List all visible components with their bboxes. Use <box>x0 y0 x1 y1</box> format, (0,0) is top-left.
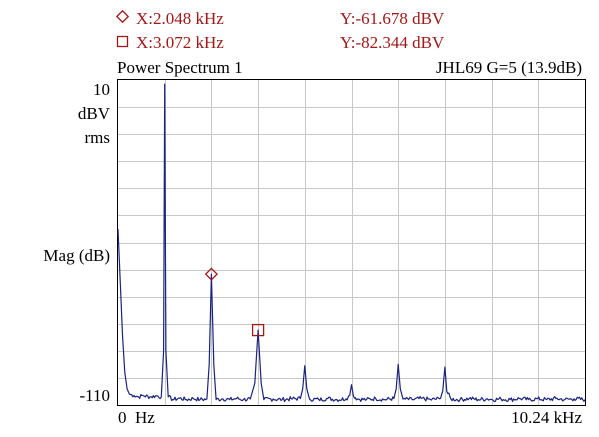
plot-area <box>117 79 586 406</box>
cursor1-symbol-icon <box>115 9 130 24</box>
y-max-label: 10 <box>93 80 110 99</box>
y-unit-label-dbv: dBV <box>78 104 111 123</box>
cursor2-x-readout: X:3.072 kHz <box>136 33 224 52</box>
cursor-markers <box>204 267 265 337</box>
y-axis-label: Mag (dB) <box>43 246 110 265</box>
chart-title: Power Spectrum 1 <box>117 58 243 77</box>
x-start-label: 0 Hz <box>118 408 155 427</box>
y-min-label: -110 <box>79 386 110 405</box>
spectrum-trace <box>117 83 586 403</box>
cursor1-marker-diamond-icon[interactable] <box>204 267 218 281</box>
plot-frame <box>117 79 586 406</box>
chart-subtitle: JHL69 G=5 (13.9dB) <box>436 58 582 77</box>
cursor1-y-readout: Y:-61.678 dBV <box>340 9 445 28</box>
y-unit-label-rms: rms <box>85 128 111 147</box>
cursor2-y-readout: Y:-82.344 dBV <box>340 33 445 52</box>
cursor-readout: X:2.048 kHz Y:-61.678 dBV X:3.072 kHz Y:… <box>115 9 445 52</box>
cursor2-symbol-icon <box>116 35 129 48</box>
cursor2-marker-square-icon[interactable] <box>251 323 265 337</box>
grid <box>118 80 585 405</box>
x-end-label: 10.24 kHz <box>511 408 582 427</box>
cursor1-x-readout: X:2.048 kHz <box>136 9 224 28</box>
